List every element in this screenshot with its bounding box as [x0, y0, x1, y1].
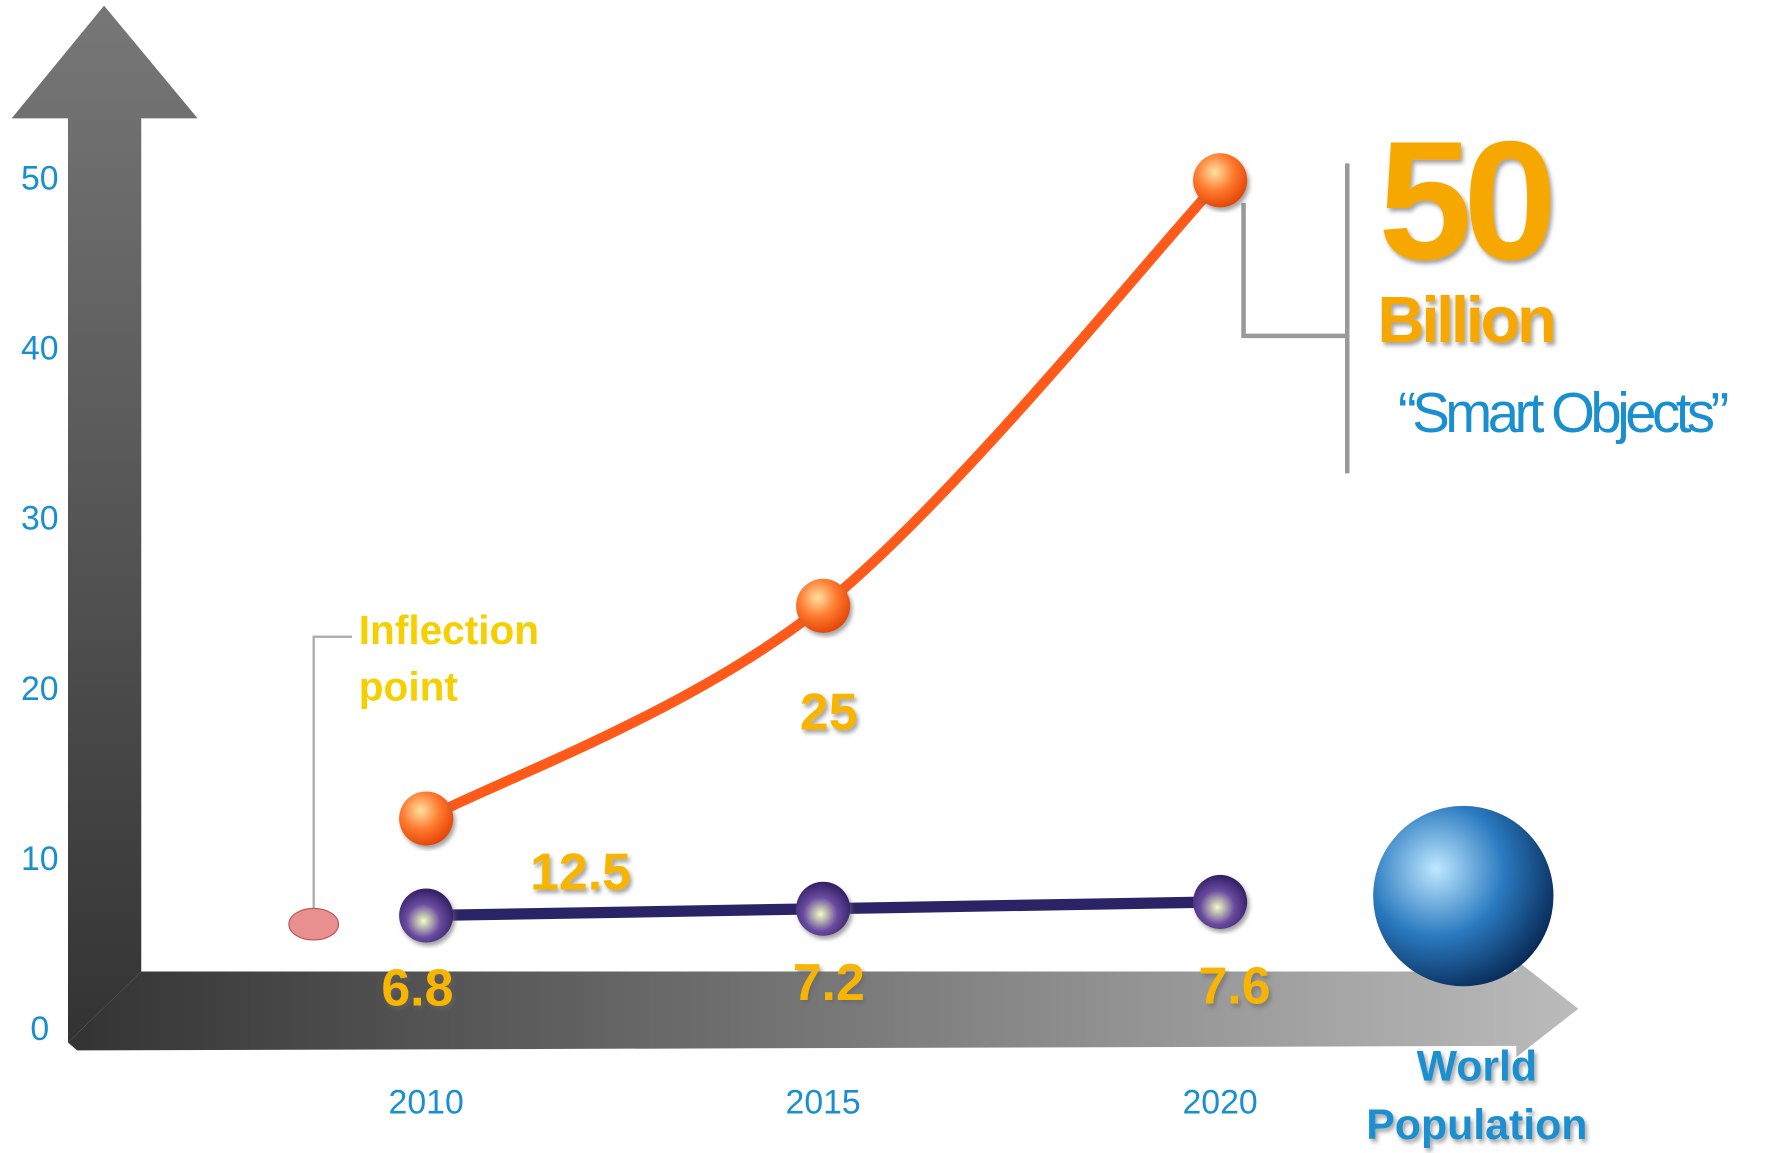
series-label: “Smart Objects”: [1398, 381, 1728, 444]
chart: Inflection point 50 Billion “Smart Objec…: [0, 0, 1768, 1153]
y-tick-label: 10: [21, 840, 59, 878]
value-label: 6.8: [381, 959, 453, 1017]
y-tick-label: 50: [21, 159, 59, 197]
data-point: [1193, 153, 1247, 207]
data-point: [796, 579, 850, 633]
inflection-leader: [314, 637, 352, 924]
headline-value: 50: [1378, 106, 1551, 295]
inflection-marker: [289, 908, 339, 940]
y-tick-label: 0: [30, 1010, 49, 1048]
x-tick-label: 2020: [1183, 1083, 1258, 1121]
data-point: [1193, 875, 1247, 929]
bracket: [1244, 163, 1348, 473]
data-point: [796, 882, 850, 936]
y-tick-label: 30: [21, 500, 59, 538]
x-tick-label: 2010: [389, 1083, 464, 1121]
y-tick-label: 40: [21, 329, 59, 367]
value-label: 7.6: [1198, 956, 1270, 1014]
x-tick-label: 2015: [786, 1083, 861, 1121]
unit-label: Billion: [1378, 283, 1554, 356]
data-point: [399, 791, 453, 845]
value-label: 7.2: [793, 953, 865, 1011]
inflection-label: Inflection: [359, 607, 539, 653]
inflection-label: point: [359, 663, 459, 709]
value-label: 25: [800, 682, 858, 740]
y-tick-label: 20: [21, 670, 59, 708]
value-label: 12.5: [530, 842, 631, 900]
axes: [12, 6, 1579, 1058]
globe-icon: [1373, 806, 1553, 986]
data-point: [399, 888, 453, 942]
